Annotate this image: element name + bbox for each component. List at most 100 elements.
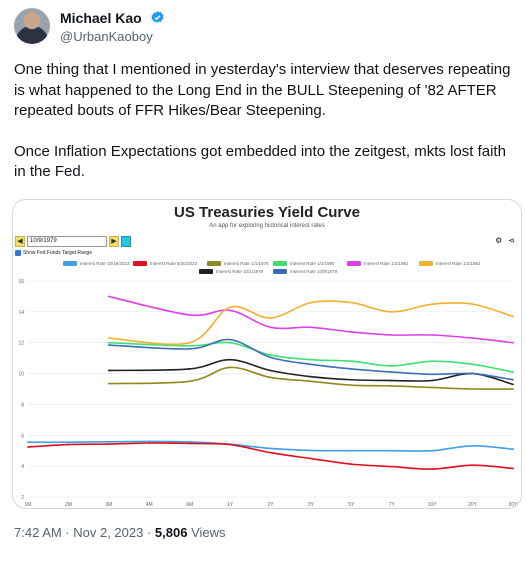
data-point: [67, 441, 70, 444]
legend-swatch: [133, 261, 147, 267]
x-tick-label: 20Y: [468, 502, 478, 508]
y-tick-label: 16: [18, 279, 24, 285]
data-point: [431, 386, 434, 389]
data-point: [350, 463, 353, 466]
views-label: Views: [187, 525, 226, 540]
series-line: [27, 440, 514, 452]
y-tick-label: 12: [18, 341, 24, 347]
legend-item[interactable]: Interest Rate 1/1/1980: [273, 260, 335, 267]
x-tick-label: 2M: [65, 502, 72, 508]
series-line: [108, 300, 514, 346]
series-line: [108, 338, 514, 381]
data-point: [350, 368, 353, 370]
legend-label: Interest Rate 1/1/1981: [364, 261, 409, 266]
data-point: [188, 344, 191, 347]
tweet-text: One thing that I mentioned in yesterday'…: [14, 60, 514, 203]
data-point: [390, 364, 393, 367]
data-point: [188, 441, 191, 443]
calendar-icon[interactable]: [121, 236, 131, 247]
data-point: [350, 331, 353, 333]
data-point: [107, 295, 110, 298]
tweet-paragraph: One thing that I mentioned in yesterday'…: [14, 61, 511, 119]
data-point: [390, 385, 393, 387]
x-tick-label: 5Y: [348, 502, 355, 508]
gear-icon[interactable]: ⚙: [495, 236, 503, 245]
data-point: [471, 372, 474, 375]
data-point: [431, 334, 434, 336]
data-point: [229, 309, 231, 312]
series-line: [108, 358, 514, 386]
legend-item[interactable]: Interest Rate 1/1/1981: [347, 260, 409, 267]
legend-label: Interest Rate 1/1/1979: [224, 261, 269, 266]
data-point: [310, 363, 312, 366]
data-point: [269, 356, 272, 359]
legend-item[interactable]: Interest Rate 1/1/1979: [207, 260, 269, 267]
data-point: [310, 380, 312, 383]
data-point: [229, 341, 231, 344]
data-point: [188, 442, 191, 445]
ffr-toggle[interactable]: Show Fed Funds Target Range: [15, 249, 92, 257]
data-point: [512, 315, 514, 318]
tweet-media-image[interactable]: US Treasuries Yield Curve An app for exp…: [12, 199, 522, 509]
x-tick-label: 1M: [25, 502, 32, 508]
data-point: [107, 337, 110, 339]
data-point: [471, 388, 474, 390]
legend-item[interactable]: Interest Rate 10/1/1979: [199, 268, 263, 275]
data-point: [107, 440, 110, 443]
data-point: [350, 384, 353, 387]
legend-item[interactable]: Interest Rate 6/30/2023: [133, 260, 197, 267]
data-point: [269, 451, 272, 454]
legend-label: Interest Rate 1/1/1980: [290, 261, 335, 266]
data-point: [269, 326, 272, 329]
tweet-timestamp[interactable]: 7:42 AM · Nov 2, 2023 ·: [14, 525, 155, 540]
data-point: [188, 341, 191, 344]
data-point: [107, 369, 110, 372]
data-point: [390, 334, 393, 336]
data-point: [188, 347, 191, 350]
data-point: [229, 358, 231, 361]
data-point: [431, 379, 434, 382]
share-icon[interactable]: ⋖: [508, 236, 515, 245]
x-tick-label: 10Y: [428, 502, 438, 508]
legend-item[interactable]: Interest Rate 1/1/1982: [419, 260, 481, 267]
series-line: [108, 341, 514, 373]
data-point: [188, 380, 191, 383]
data-point: [229, 338, 231, 341]
x-tick-label: 6M: [186, 502, 193, 508]
data-point: [148, 442, 151, 444]
data-point: [471, 337, 474, 339]
x-tick-label: 4M: [146, 502, 153, 508]
x-tick-label: 30Y: [509, 502, 519, 508]
yield-curve-chart: 2 4 6 8 10 12 14 16 1M 2M 3M 4M 6M 1Y 2Y 3Y 5Y 7Y 10Y 20Y 30…: [18, 279, 519, 508]
legend-label: Interest Rate 10/9/1979: [290, 269, 338, 274]
checkbox-icon[interactable]: [15, 249, 21, 256]
x-tick-label: 2Y: [267, 502, 274, 508]
avatar[interactable]: [14, 8, 50, 44]
date-input[interactable]: 10/9/1979: [27, 236, 107, 247]
data-point: [390, 449, 393, 452]
author-handle[interactable]: @UrbanKaoboy: [60, 29, 153, 44]
legend-swatch: [273, 269, 287, 275]
data-point: [148, 440, 151, 443]
next-date-button[interactable]: ▶: [109, 236, 119, 247]
legend-item[interactable]: Interest Rate 10/9/1979: [273, 268, 337, 275]
data-point: [471, 464, 474, 467]
data-point: [229, 443, 231, 446]
data-point: [310, 326, 312, 329]
legend-item[interactable]: Interest Rate 10/19/2023: [63, 260, 130, 267]
data-point: [310, 449, 312, 452]
prev-date-button[interactable]: ◀: [15, 236, 25, 247]
legend-label: Interest Rate 10/1/1979: [216, 269, 264, 274]
data-point: [350, 301, 353, 304]
data-point: [512, 467, 514, 470]
data-point: [350, 360, 353, 363]
data-point: [188, 368, 191, 370]
y-tick-label: 4: [21, 464, 24, 470]
series-line: [27, 442, 514, 470]
data-point: [350, 378, 353, 381]
data-point: [310, 358, 312, 361]
data-point: [431, 449, 434, 452]
data-point: [188, 314, 191, 316]
author-name[interactable]: Michael Kao: [60, 10, 142, 26]
series-line: [108, 295, 514, 344]
